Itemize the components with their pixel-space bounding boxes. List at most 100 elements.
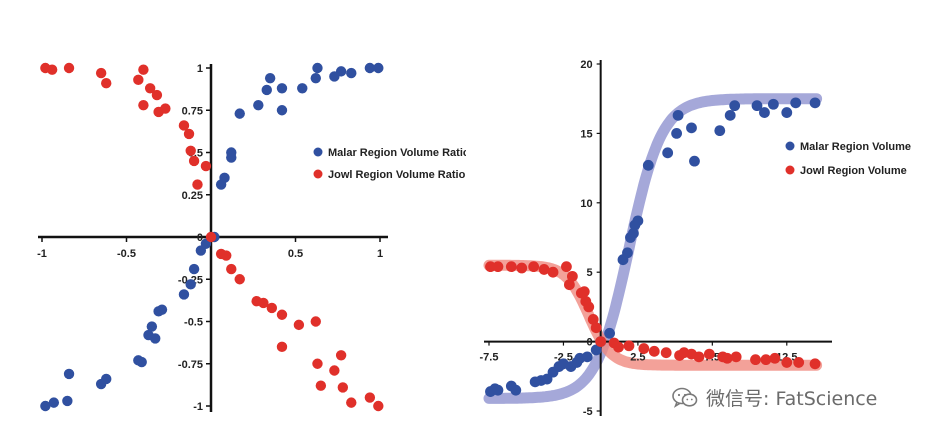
- data-point: [337, 382, 349, 393]
- data-point: [276, 341, 288, 353]
- legend-label: Jowl Region Volume Ratio: [328, 169, 466, 181]
- data-point: [730, 351, 742, 363]
- data-point: [662, 147, 674, 159]
- legend-label: Malar Region Volume Ratio: [328, 147, 466, 159]
- data-point: [622, 247, 633, 259]
- data-point: [660, 347, 672, 359]
- data-point: [581, 351, 593, 363]
- data-point: [346, 397, 357, 408]
- y-tick-label: 10: [580, 198, 592, 210]
- data-point: [373, 400, 384, 412]
- data-point: [790, 97, 802, 109]
- data-point: [485, 261, 496, 273]
- y-tick-label: 0.75: [182, 105, 203, 117]
- data-point: [809, 97, 821, 109]
- data-point: [144, 83, 156, 94]
- data-point: [793, 357, 805, 368]
- data-point: [564, 279, 575, 291]
- data-point: [364, 392, 376, 403]
- data-point: [628, 227, 639, 239]
- data-point: [188, 155, 200, 167]
- data-point: [101, 78, 112, 89]
- data-point: [759, 107, 770, 118]
- data-point: [264, 72, 276, 84]
- y-tick-label: -5: [583, 406, 593, 418]
- data-point: [226, 147, 237, 158]
- data-point: [46, 64, 58, 75]
- data-point: [221, 250, 232, 261]
- data-point: [146, 321, 158, 332]
- data-point: [703, 348, 715, 360]
- data-point: [185, 279, 196, 290]
- data-point: [528, 261, 540, 273]
- data-point: [724, 109, 736, 121]
- data-point: [750, 354, 761, 366]
- data-point: [160, 103, 171, 114]
- chart-volume-ratio: -1-0.50.5110.750.50.250-0.25-0.5-0.75-1M…: [37, 62, 466, 413]
- legend-marker: [313, 147, 323, 157]
- y-tick-label: 0: [587, 337, 593, 349]
- data-point: [200, 160, 212, 172]
- data-point: [693, 351, 705, 363]
- y-tick-label: -1: [193, 401, 203, 413]
- data-point: [138, 99, 149, 111]
- x-tick-label: -0.5: [117, 248, 136, 260]
- y-tick-label: 20: [580, 59, 592, 71]
- data-point: [185, 145, 196, 157]
- data-point: [63, 368, 75, 380]
- series-jowl: [485, 261, 821, 370]
- data-point: [769, 352, 781, 364]
- data-point: [188, 263, 200, 275]
- data-point: [767, 98, 779, 110]
- data-point: [760, 354, 772, 366]
- data-point: [226, 263, 237, 275]
- data-point: [578, 286, 590, 298]
- data-point: [729, 100, 741, 112]
- wechat-icon: [672, 387, 698, 408]
- data-point: [178, 120, 190, 131]
- data-point: [48, 397, 60, 408]
- data-point: [561, 261, 572, 273]
- data-point: [329, 365, 340, 376]
- data-point: [583, 301, 595, 313]
- data-point: [178, 289, 190, 300]
- data-point: [101, 373, 112, 385]
- data-point: [672, 109, 684, 121]
- data-point: [590, 344, 602, 356]
- series-malar: [40, 62, 384, 412]
- trend-line: [483, 93, 823, 404]
- watermark: 微信号: FatScience: [672, 384, 877, 411]
- x-tick-label: -7.5: [480, 352, 499, 364]
- legend-label: Jowl Region Volume: [800, 165, 907, 177]
- data-point: [312, 62, 323, 74]
- y-tick-label: -0.75: [178, 359, 203, 371]
- data-point: [587, 313, 599, 325]
- x-tick-label: 1: [377, 248, 383, 260]
- x-tick-label: 2.5: [630, 352, 645, 364]
- y-tick-label: 0.25: [182, 190, 203, 202]
- data-point: [809, 358, 821, 370]
- data-point: [492, 384, 504, 396]
- data-point: [293, 319, 305, 331]
- data-point: [253, 99, 264, 111]
- data-point: [686, 122, 697, 134]
- data-point: [315, 380, 327, 391]
- data-point: [510, 384, 522, 396]
- data-point: [266, 302, 278, 314]
- data-point: [335, 350, 347, 361]
- data-point: [604, 327, 615, 339]
- data-point: [40, 400, 51, 412]
- data-point: [151, 89, 163, 101]
- data-point: [297, 83, 308, 94]
- data-point: [632, 215, 644, 227]
- data-point: [566, 270, 578, 282]
- data-point: [547, 266, 559, 278]
- data-point: [751, 100, 763, 112]
- data-point: [492, 261, 504, 273]
- data-point: [62, 395, 73, 407]
- y-tick-label: 5: [587, 267, 593, 279]
- data-point: [258, 297, 269, 309]
- data-point: [276, 83, 288, 94]
- data-point: [192, 179, 203, 190]
- data-point: [234, 274, 245, 285]
